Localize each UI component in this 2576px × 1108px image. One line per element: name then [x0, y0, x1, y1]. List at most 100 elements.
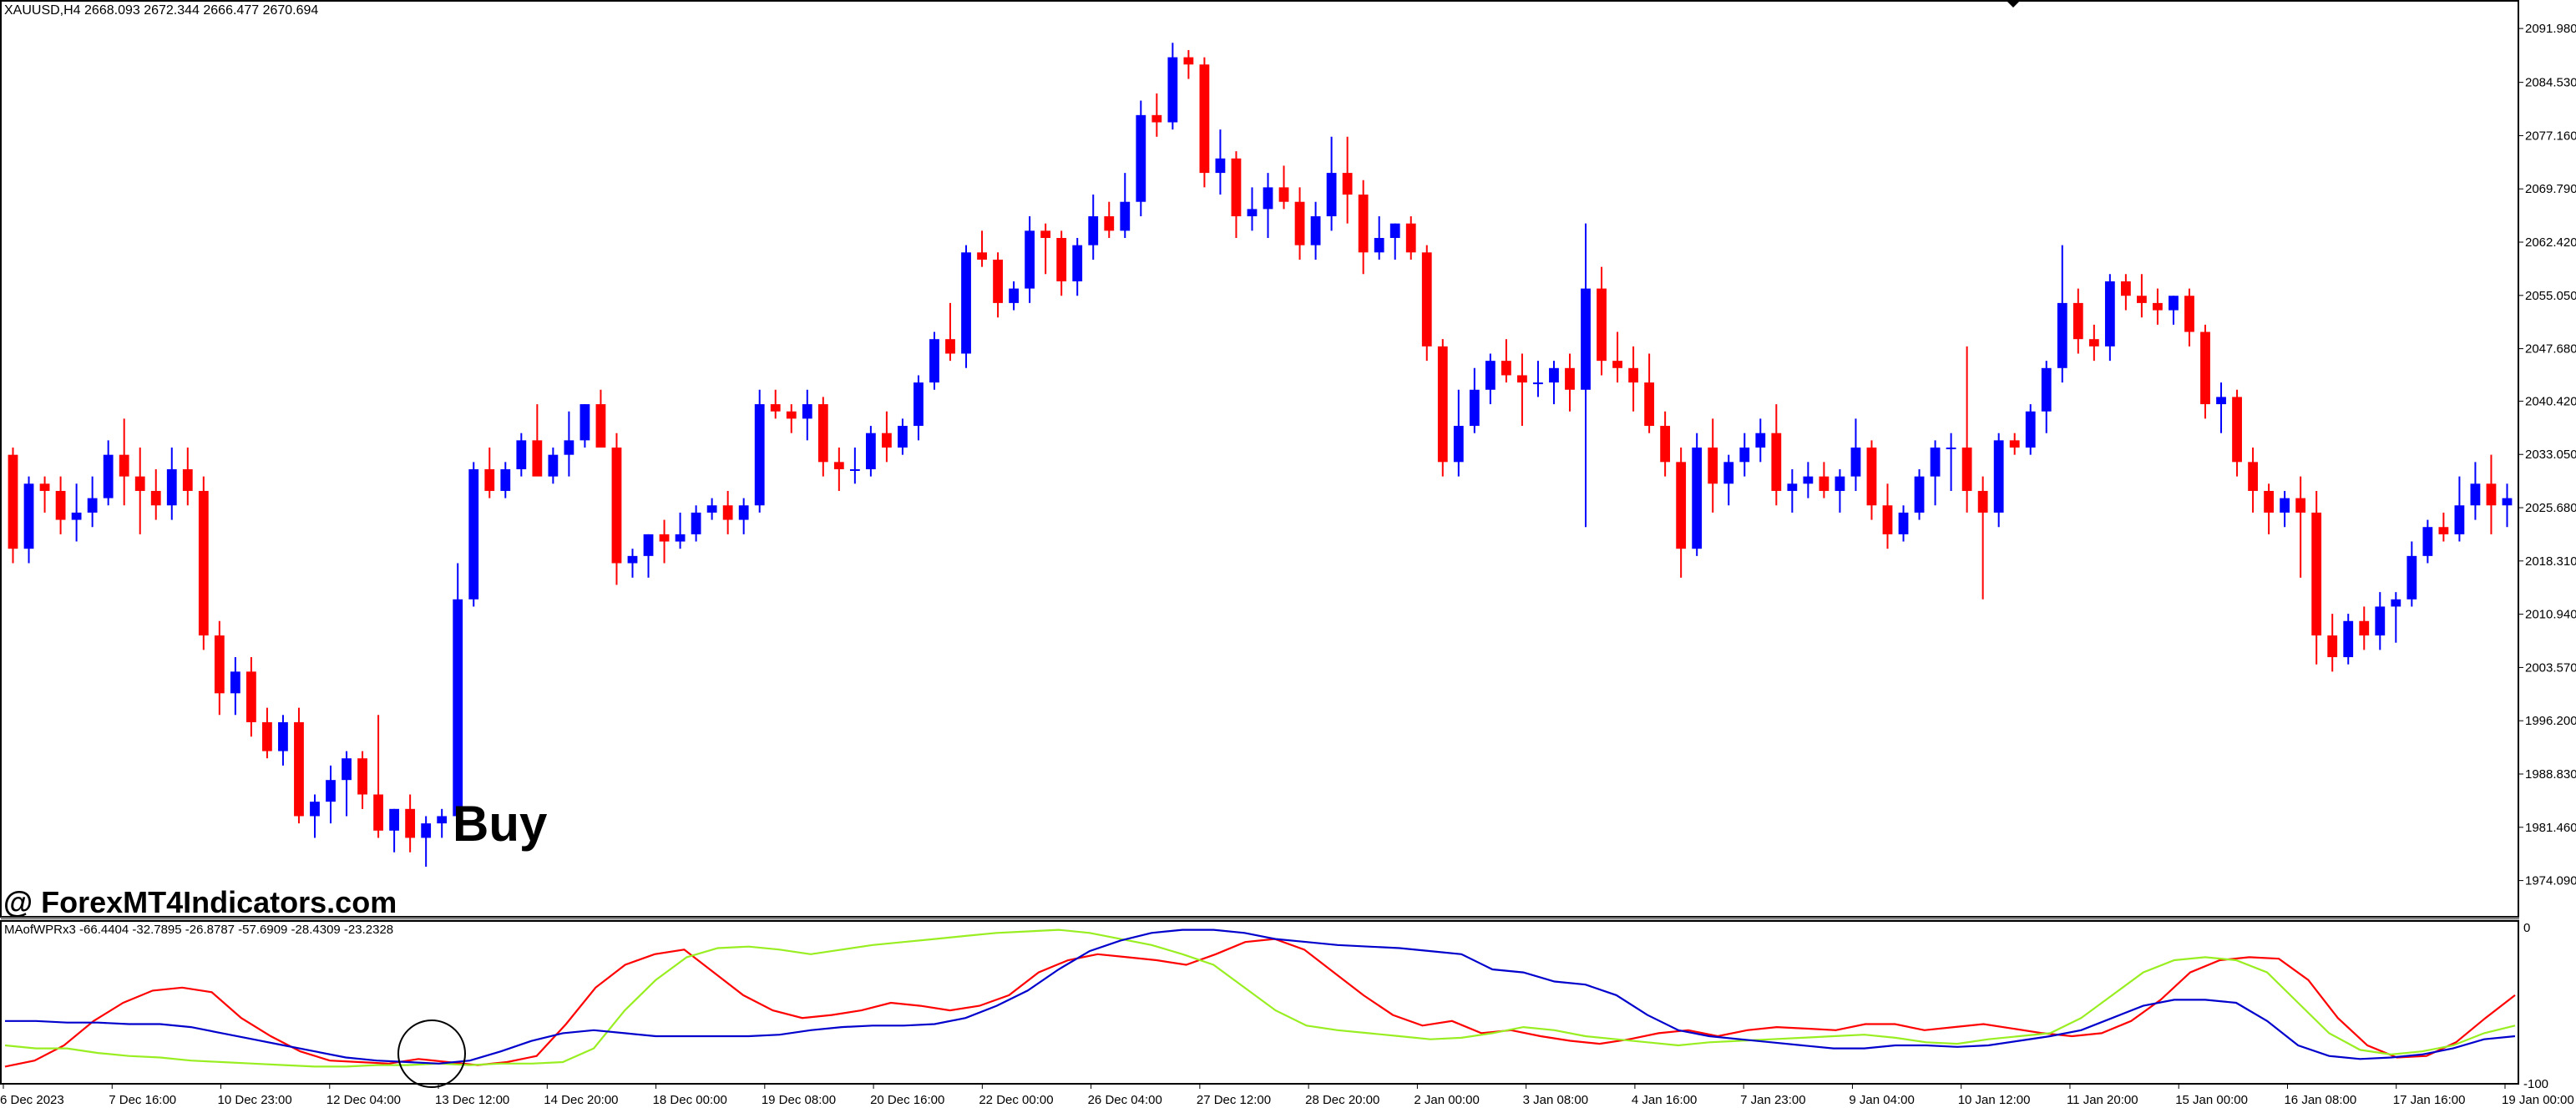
- candle: [2280, 490, 2290, 528]
- candle-body: [245, 671, 256, 722]
- candle-body: [119, 454, 129, 477]
- candle: [1088, 195, 1099, 260]
- indicator-scale-bottom: -100: [2523, 1077, 2548, 1091]
- candle: [55, 476, 66, 534]
- candle: [1278, 165, 1289, 210]
- candle: [2088, 324, 2099, 362]
- candle: [1961, 346, 1972, 513]
- candle: [913, 375, 924, 441]
- candle: [643, 534, 654, 578]
- candle-body: [1914, 476, 1925, 513]
- candle: [532, 404, 543, 477]
- candle: [898, 418, 908, 455]
- candle: [1231, 151, 1242, 238]
- candle-body: [2137, 296, 2147, 303]
- candle-body: [1708, 448, 1718, 484]
- candle-body: [2009, 440, 2020, 448]
- candle-body: [1660, 426, 1671, 463]
- candle: [2216, 382, 2226, 433]
- candle-body: [627, 555, 638, 564]
- candle: [166, 448, 177, 520]
- candle: [738, 498, 749, 534]
- candle-body: [2391, 599, 2401, 607]
- candle: [421, 816, 432, 868]
- candle: [389, 808, 400, 853]
- candle-body: [2280, 498, 2290, 513]
- time-tick-label: 11 Jan 20:00: [2067, 1093, 2138, 1107]
- candle-body: [1993, 440, 2004, 513]
- candle-body: [1088, 216, 1099, 245]
- candle: [817, 397, 828, 477]
- time-tick-label: 12 Dec 04:00: [326, 1093, 401, 1107]
- candle: [310, 794, 320, 838]
- candle: [294, 707, 304, 824]
- candle-body: [898, 426, 908, 448]
- chart-shift-marker-icon[interactable]: [2006, 0, 2021, 8]
- candle: [2072, 288, 2083, 354]
- time-tick-label: 3 Jan 08:00: [1523, 1093, 1588, 1107]
- candle: [865, 426, 876, 477]
- candle: [357, 751, 367, 809]
- candle-body: [1358, 195, 1369, 253]
- candle-body: [357, 758, 367, 795]
- candle-body: [2057, 302, 2067, 368]
- candle-body: [1898, 512, 1909, 534]
- candle-body: [1866, 448, 1877, 506]
- candle-body: [993, 259, 1003, 303]
- candle: [2454, 476, 2465, 542]
- price-tick-label: 2062.420: [2525, 235, 2576, 250]
- candle-body: [675, 534, 686, 542]
- watermark-text: @ ForexMT4Indicators.com: [3, 885, 397, 919]
- candle-body: [595, 404, 606, 448]
- time-tick-label: 4 Jan 16:00: [1632, 1093, 1697, 1107]
- time-tick-label: 17 Jan 16:00: [2393, 1093, 2466, 1107]
- candle: [119, 418, 129, 506]
- candle: [1199, 57, 1210, 188]
- candle-body: [2088, 339, 2099, 347]
- candle-body: [2327, 635, 2338, 658]
- price-tick-label: 2040.420: [2525, 394, 2576, 408]
- candle-body: [1581, 288, 1591, 390]
- candle-body: [2422, 527, 2433, 556]
- candle: [2311, 490, 2322, 665]
- candle: [1977, 476, 1988, 600]
- candle-body: [611, 448, 622, 564]
- candle: [564, 411, 574, 477]
- candle: [39, 476, 50, 513]
- candle: [516, 433, 527, 477]
- candle-body: [2232, 397, 2242, 463]
- candle-body: [1247, 209, 1258, 217]
- candle-body: [929, 339, 939, 383]
- candle: [1533, 361, 1543, 397]
- candle: [278, 715, 288, 766]
- candle-body: [373, 794, 383, 831]
- candle-body: [882, 433, 892, 448]
- crossover-circle: [397, 1019, 466, 1088]
- candle: [1120, 173, 1131, 238]
- candle-body: [564, 440, 574, 455]
- candle-body: [706, 505, 717, 513]
- candle: [2486, 454, 2497, 534]
- time-tick-label: 15 Jan 00:00: [2175, 1093, 2248, 1107]
- candle-body: [1405, 223, 1416, 253]
- candle-body: [1326, 173, 1337, 217]
- time-tick-label: 10 Jan 12:00: [1958, 1093, 2031, 1107]
- candle: [1183, 49, 1194, 79]
- candle-body: [1151, 114, 1162, 123]
- candle-body: [484, 468, 495, 491]
- candle: [2406, 541, 2417, 607]
- candle: [945, 302, 955, 362]
- candle-body: [1882, 505, 1893, 534]
- candle-body: [71, 512, 82, 520]
- candle: [134, 448, 145, 534]
- candle-body: [1453, 426, 1464, 463]
- candles-layer: [8, 43, 2513, 868]
- candle-body: [1136, 114, 1146, 202]
- candle-body: [421, 823, 432, 838]
- candle: [1708, 418, 1718, 513]
- candle-body: [500, 468, 511, 491]
- wpr-line-2: [4, 928, 2516, 1068]
- candle-body: [150, 490, 161, 506]
- candle: [691, 505, 701, 542]
